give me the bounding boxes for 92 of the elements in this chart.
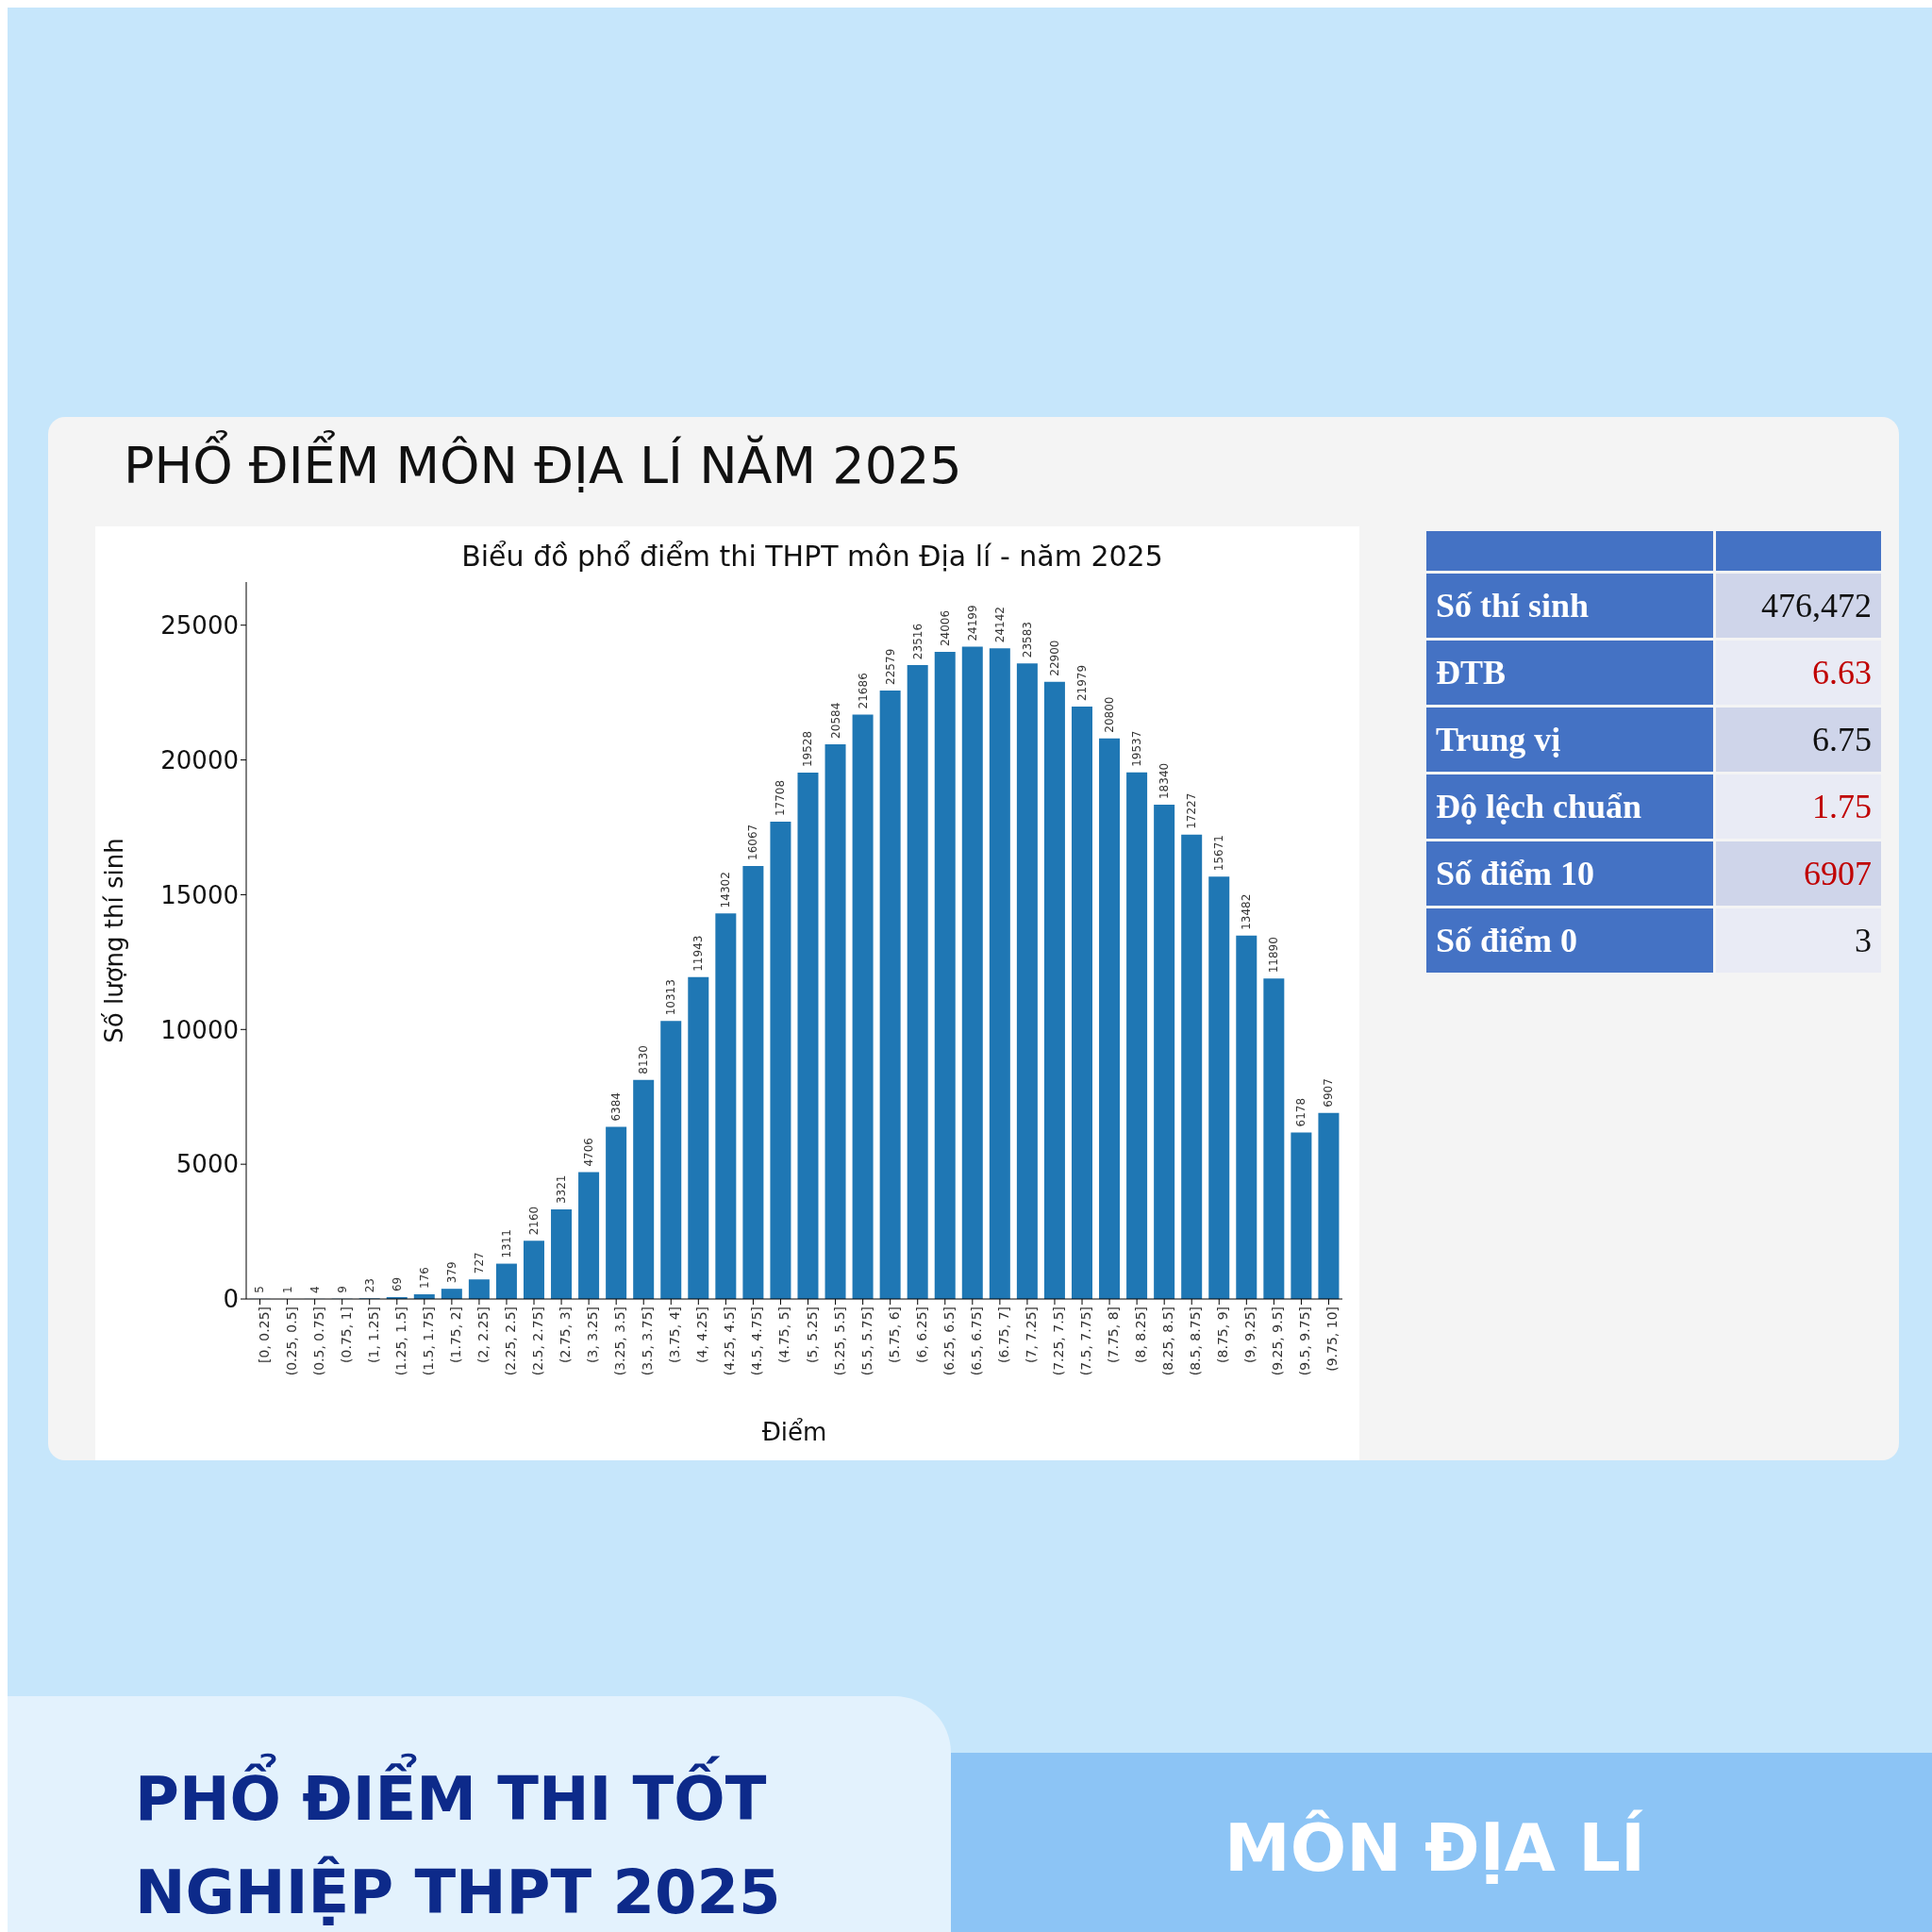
x-tick-label: (6, 6.25] (913, 1307, 929, 1363)
data-label: 1 (280, 1286, 294, 1293)
statistics-table: Số thí sinh 476,472 ĐTB 6.63 Trung vị 6.75 Độ lệch chuẩn 1.75 Số điểm 10 6907 Số điểm 0 3 (1424, 528, 1884, 975)
data-label: 16067 (746, 824, 760, 860)
data-label: 10313 (664, 979, 678, 1016)
x-tick-label: (7.75, 8] (1106, 1307, 1122, 1363)
x-tick-label: (3.25, 3.5] (612, 1307, 628, 1376)
x-tick-label: (8.5, 8.75] (1188, 1307, 1204, 1376)
x-tick-label: (9.25, 9.5] (1270, 1307, 1286, 1376)
data-label: 9 (335, 1286, 349, 1293)
x-tick-label: (2, 2.25] (475, 1307, 491, 1363)
data-label: 13482 (1240, 893, 1254, 930)
x-tick-label: (6.25, 6.5] (941, 1307, 957, 1376)
data-label: 23516 (910, 623, 924, 660)
x-tick-label: (0.75, 1] (338, 1307, 354, 1363)
x-tick-label: (1, 1.25] (365, 1307, 381, 1363)
x-tick-label: (0.25, 0.5] (283, 1307, 299, 1376)
data-label: 14302 (719, 872, 733, 908)
x-tick-label: (9.5, 9.75] (1297, 1307, 1313, 1376)
data-label: 21686 (856, 673, 870, 709)
data-label: 379 (444, 1261, 458, 1284)
data-label: 11943 (691, 935, 706, 972)
x-tick-label: (5.25, 5.5] (831, 1307, 847, 1376)
data-label: 8130 (637, 1045, 651, 1074)
x-tick-label: (0.5, 0.75] (310, 1307, 326, 1376)
text: MÔN ĐỊA LÍ (1224, 1809, 1646, 1887)
data-label: 23 (362, 1278, 376, 1293)
x-tick-label: (1.75, 2] (447, 1307, 463, 1363)
x-tick-label: (4.75, 5] (776, 1307, 792, 1363)
y-axis-title: Số lượng thí sinh (100, 838, 129, 1043)
data-label: 6178 (1294, 1097, 1308, 1127)
y-tick-label: 25000 (160, 610, 239, 640)
x-tick-label: (3.5, 3.75] (640, 1307, 656, 1376)
x-tick-label: (2.75, 3] (558, 1307, 574, 1363)
x-tick-label: (8.25, 8.5] (1160, 1307, 1176, 1376)
x-tick-label: (7, 7.25] (1023, 1307, 1039, 1363)
chart-subtitle: Biểu đồ phổ điểm thi THPT môn Địa lí - năm 2025 (460, 540, 1164, 573)
data-label: 3321 (555, 1174, 569, 1205)
data-label: 69 (390, 1276, 404, 1292)
data-label: 18340 (1158, 762, 1172, 799)
x-tick-label: (6.5, 6.75] (968, 1307, 984, 1376)
data-label: 19537 (1130, 730, 1144, 767)
x-tick-label: (4.5, 4.75] (749, 1307, 765, 1376)
y-tick-label: 0 (223, 1285, 239, 1314)
x-tick-label: (7.5, 7.75] (1078, 1307, 1094, 1376)
data-label: 20800 (1103, 696, 1117, 733)
x-tick-label: (8.75, 9] (1215, 1307, 1231, 1363)
data-label: 2160 (526, 1206, 541, 1236)
data-label: 22579 (883, 648, 897, 685)
x-tick-label: (5.5, 5.75] (858, 1307, 874, 1376)
x-tick-label: (2.25, 2.5] (502, 1307, 518, 1376)
x-tick-label: (4, 4.25] (694, 1307, 710, 1363)
x-axis-title: Điểm (761, 1418, 827, 1446)
data-label: 4 (308, 1286, 322, 1293)
data-label: 24006 (938, 609, 952, 647)
y-tick-label: 15000 (160, 880, 239, 909)
x-tick-label: (4.25, 4.5] (722, 1307, 738, 1376)
x-tick-label: (5, 5.25] (804, 1307, 820, 1363)
data-label: 19528 (801, 730, 815, 768)
data-label: 176 (417, 1267, 431, 1289)
data-label: 11890 (1267, 937, 1281, 974)
data-label: 22900 (1047, 640, 1061, 676)
data-label: 21979 (1074, 664, 1089, 702)
data-label: 4706 (582, 1138, 596, 1167)
x-tick-label: (3.75, 4] (667, 1307, 683, 1363)
data-label: 6384 (609, 1092, 624, 1122)
data-label: 15671 (1212, 835, 1226, 872)
text: PHỔ ĐIỂM THI TỐT NGHIỆP THPT 2025 (135, 1753, 782, 1930)
x-tick-label: (1.5, 1.75] (420, 1307, 436, 1376)
data-label: 24199 (965, 605, 979, 641)
data-label: 5 (253, 1286, 267, 1293)
x-tick-label: [0, 0.25] (256, 1307, 272, 1363)
data-label: 727 (472, 1252, 486, 1274)
data-label: 24142 (992, 607, 1007, 643)
data-label: 23583 (1020, 622, 1034, 658)
x-tick-label: (7.25, 7.5] (1050, 1307, 1066, 1376)
x-tick-label: (9, 9.25] (1242, 1307, 1258, 1363)
data-label: 17708 (774, 779, 788, 817)
y-tick-label: 10000 (160, 1015, 239, 1044)
x-tick-label: (9.75, 10] (1324, 1307, 1341, 1372)
x-tick-label: (2.5, 2.75] (530, 1307, 546, 1376)
y-tick-label: 5000 (175, 1150, 239, 1179)
x-tick-label: (3, 3.25] (585, 1307, 601, 1363)
data-label: 17227 (1185, 792, 1199, 829)
y-tick-label: 20000 (160, 745, 239, 774)
data-label: 6907 (1322, 1078, 1336, 1108)
x-tick-label: (5.75, 6] (886, 1307, 902, 1363)
x-tick-label: (6.75, 7] (995, 1307, 1011, 1363)
x-tick-label: (8, 8.25] (1133, 1307, 1149, 1363)
data-label: 20584 (828, 702, 842, 739)
x-tick-label: (1.25, 1.5] (392, 1307, 408, 1376)
data-label: 1311 (499, 1229, 513, 1258)
